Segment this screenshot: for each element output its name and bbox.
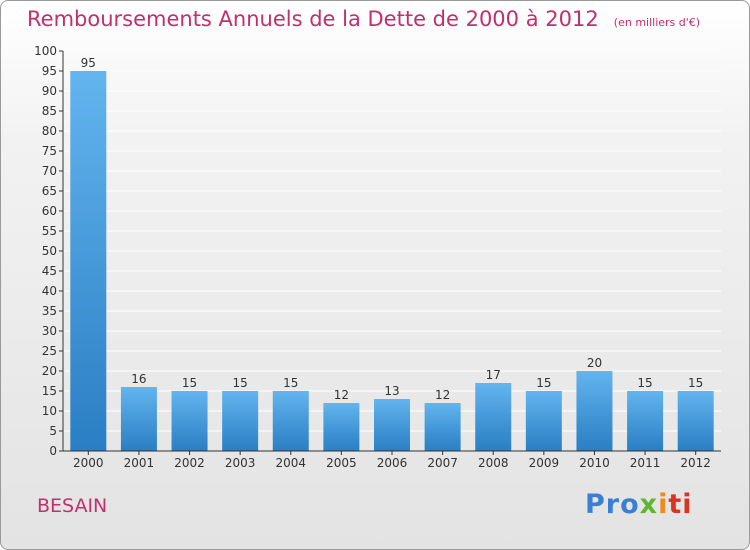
y-tick-label: 25 <box>42 344 57 358</box>
x-tick-label: 2003 <box>225 456 256 470</box>
bar <box>475 383 512 451</box>
bar-value-label: 20 <box>587 356 602 370</box>
x-tick-label: 2009 <box>529 456 560 470</box>
bar <box>374 399 410 451</box>
y-tick-label: 80 <box>42 124 57 138</box>
bar <box>677 391 714 451</box>
bar <box>70 71 107 451</box>
y-tick-label: 95 <box>42 64 57 78</box>
bar-value-label: 15 <box>536 376 551 390</box>
y-tick-label: 100 <box>34 44 57 58</box>
x-tick-label: 2011 <box>630 456 661 470</box>
bar-value-label: 13 <box>384 384 399 398</box>
y-tick-label: 85 <box>42 104 57 118</box>
x-axis: 2000 2001 2002 2003 2004 2005 2006 2007 2008 2009… <box>63 450 721 470</box>
y-tick-label: 20 <box>42 364 57 378</box>
bar <box>424 403 461 451</box>
y-tick-label: 75 <box>42 144 57 158</box>
y-tick-label: 40 <box>42 284 57 298</box>
x-tick-label: 2005 <box>326 456 357 470</box>
y-axis: 0 5 10 15 20 25 30 35 40 45 50 55 60 65 70 75 80 85 90 95 10… <box>34 44 64 458</box>
logo-letters-1: Pro <box>585 489 640 520</box>
x-tick-label: 2000 <box>73 456 104 470</box>
y-tick-label: 65 <box>42 184 57 198</box>
commune-name: BESAIN <box>37 495 108 517</box>
bar <box>323 403 360 451</box>
y-tick-label: 10 <box>42 404 57 418</box>
bar-value-label: 17 <box>486 368 501 382</box>
bar <box>627 391 664 451</box>
bar <box>171 391 208 451</box>
y-tick-label: 35 <box>42 304 57 318</box>
y-tick-label: 0 <box>49 444 57 458</box>
logo-letters-3: i <box>658 489 669 520</box>
bar-value-label: 15 <box>233 376 248 390</box>
chart-title-text: Remboursements Annuels de la Dette de 20… <box>27 7 599 31</box>
chart-title: Remboursements Annuels de la Dette de 20… <box>27 7 700 31</box>
y-tick-label: 50 <box>42 244 57 258</box>
bar-value-label: 16 <box>131 372 146 386</box>
y-tick-label: 15 <box>42 384 57 398</box>
y-tick-label: 90 <box>42 84 57 98</box>
bar-value-label: 15 <box>182 376 197 390</box>
y-tick-label: 45 <box>42 264 57 278</box>
bar <box>120 387 157 451</box>
bar-value-label: 15 <box>688 376 703 390</box>
bar-value-label: 15 <box>283 376 298 390</box>
x-tick-label: 2007 <box>427 456 458 470</box>
x-tick-label: 2001 <box>124 456 155 470</box>
y-tick-label: 60 <box>42 204 57 218</box>
bar-value-label: 12 <box>435 388 450 402</box>
bar-value-label: 95 <box>81 56 96 70</box>
y-tick-label: 55 <box>42 224 57 238</box>
bar-value-label: 15 <box>637 376 652 390</box>
bar-value-label: 12 <box>334 388 349 402</box>
x-tick-label: 2004 <box>275 456 306 470</box>
logo-letters-2: x <box>639 489 659 520</box>
x-tick-label: 2002 <box>174 456 205 470</box>
y-tick-label: 30 <box>42 324 57 338</box>
x-tick-label: 2008 <box>478 456 509 470</box>
bars: 95 16 15 15 15 12 13 12 17 15 20 15 15 <box>70 56 714 451</box>
proxiti-logo: Proxiti <box>585 489 693 520</box>
bar <box>222 391 259 451</box>
y-tick-label: 5 <box>49 424 57 438</box>
bar <box>525 391 562 451</box>
x-tick-label: 2010 <box>579 456 610 470</box>
y-tick-label: 70 <box>42 164 57 178</box>
bar <box>272 391 309 451</box>
bar <box>576 371 613 451</box>
x-tick-label: 2012 <box>680 456 711 470</box>
x-tick-label: 2006 <box>377 456 408 470</box>
logo-letters-4: ti <box>668 489 693 520</box>
chart-unit-text: (en milliers d'€) <box>613 16 701 29</box>
